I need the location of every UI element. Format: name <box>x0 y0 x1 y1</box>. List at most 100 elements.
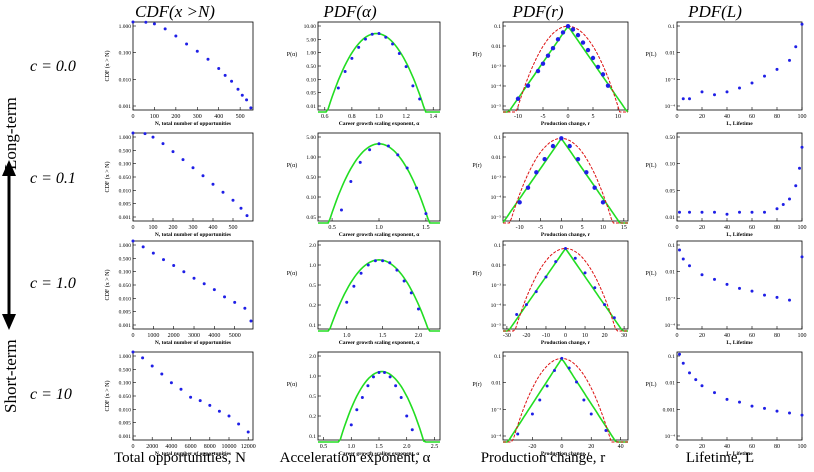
data-point <box>141 356 145 360</box>
data-point <box>191 166 195 170</box>
data-point <box>681 257 685 261</box>
x-tick-label: 0.5 <box>320 444 328 450</box>
x-tick-label: 3000 <box>188 333 200 339</box>
x-tick-label: 2.5 <box>431 444 439 450</box>
data-point <box>223 73 227 77</box>
data-point <box>339 208 343 212</box>
data-point <box>227 414 231 418</box>
data-point <box>405 166 409 170</box>
data-point <box>605 83 611 88</box>
x-tick-label: 300 <box>193 114 202 120</box>
y-tick-label: 0.500 <box>119 148 132 154</box>
x-tick-label: 1.4 <box>429 114 437 120</box>
data-point <box>750 289 754 293</box>
data-point <box>182 270 186 274</box>
data-point <box>409 291 413 295</box>
plot-frame <box>132 21 254 111</box>
data-point <box>763 406 766 410</box>
x-tick-label: 0 <box>132 444 135 450</box>
data-point <box>582 398 586 402</box>
data-point <box>399 396 403 400</box>
data-point <box>800 145 804 149</box>
y-tick-label: 10⁻⁴ <box>665 434 675 440</box>
x-tick-label: 60 <box>749 333 755 339</box>
x-tick-label: 2000 <box>168 333 180 339</box>
y-tick-label: 0.10 <box>306 195 316 201</box>
plot-frame <box>676 240 803 330</box>
panel-r2c2: -30 -20 -10 0 10 20 30 0.1 0.01 10⁻³ 10⁻⁴ 10⁻⁵ Produ… <box>472 240 629 346</box>
data-point <box>713 391 716 395</box>
y-tick-label: 0.050 <box>119 394 132 400</box>
column-title-pdf-r: PDF(r) <box>512 2 564 21</box>
y-tick-label: 0.010 <box>119 188 132 194</box>
green-fit-curve <box>318 142 440 224</box>
y-tick-label: 0.2 <box>309 303 316 309</box>
plot-frame <box>132 132 254 222</box>
y-tick-label: 0.1 <box>494 243 501 249</box>
x-axis-label: Production change, r <box>541 232 591 238</box>
data-point <box>535 68 541 74</box>
data-point <box>775 67 779 71</box>
data-point <box>515 312 519 316</box>
plot-frame <box>502 240 629 330</box>
data-point <box>713 210 716 214</box>
x-tick-label: 10 <box>600 225 606 231</box>
x-tick-label: 100 <box>798 114 807 120</box>
x-axis-label: N, total number of opportunities <box>155 121 231 127</box>
data-point <box>245 214 249 218</box>
data-point <box>798 166 801 170</box>
green-fit-curve <box>318 258 440 332</box>
data-point <box>131 131 135 135</box>
x-tick-label: 80 <box>774 114 780 120</box>
y-tick-label: 0.10 <box>665 162 675 168</box>
data-point <box>162 258 166 262</box>
data-point <box>152 22 156 26</box>
data-point <box>775 295 779 299</box>
panel-r3c1: 0.5 1.0 1.5 2.0 2.5 2.0 1.0 0.5 0.2 0.1 Career gro… <box>287 351 441 457</box>
y-tick-label: 0.100 <box>119 162 132 168</box>
data-point <box>678 248 681 252</box>
x-tick-label: 60 <box>749 444 755 450</box>
data-point <box>185 42 189 46</box>
y-tick-label: 10⁻³ <box>491 64 501 70</box>
x-tick-label: 1.2 <box>402 114 410 120</box>
data-point <box>600 200 606 205</box>
data-point <box>217 409 221 413</box>
data-point <box>688 210 691 214</box>
data-point <box>678 210 681 214</box>
y-tick-label: 5.00 <box>306 135 316 141</box>
data-point <box>554 260 558 264</box>
x-tick-label: 80 <box>774 225 780 231</box>
plot-frame <box>317 132 441 222</box>
data-point <box>525 185 531 190</box>
data-point <box>236 87 240 91</box>
x-tick-label: 0.6 <box>321 114 329 120</box>
y-tick-label: 1.000 <box>119 354 132 360</box>
data-point <box>725 397 729 401</box>
x-tick-label: 5 <box>592 114 595 120</box>
panel-r3c2: -20 0 20 40 0.1 0.01 10⁻³ 10⁻⁴ Production change… <box>472 351 629 457</box>
y-tick-label: 0.050 <box>119 175 132 181</box>
x-tick-label: 100 <box>798 225 807 231</box>
x-tick-label: 200 <box>169 225 178 231</box>
x-tick-label: 100 <box>149 225 158 231</box>
x-axis-label: N, total number of opportunities <box>155 340 231 346</box>
x-tick-label: 1.5 <box>379 333 387 339</box>
x-axis-label: L, Lifetime <box>726 232 753 238</box>
x-tick-label: -10 <box>542 333 550 339</box>
red-fit-curve <box>503 137 628 224</box>
data-point <box>545 384 549 388</box>
y-tick-label: 0.01 <box>491 381 501 387</box>
data-point <box>763 210 766 214</box>
y-tick-label: 10⁻⁵ <box>491 323 501 329</box>
y-axis-label: P(r) <box>472 381 481 388</box>
data-point <box>694 378 698 382</box>
x-tick-label: 10 <box>615 114 621 120</box>
data-point <box>725 90 729 94</box>
x-tick-label: 0 <box>676 444 679 450</box>
data-point <box>397 52 401 56</box>
data-point <box>700 273 704 277</box>
x-tick-label: 12000 <box>241 444 256 450</box>
data-point <box>542 157 547 162</box>
data-point <box>336 86 340 90</box>
